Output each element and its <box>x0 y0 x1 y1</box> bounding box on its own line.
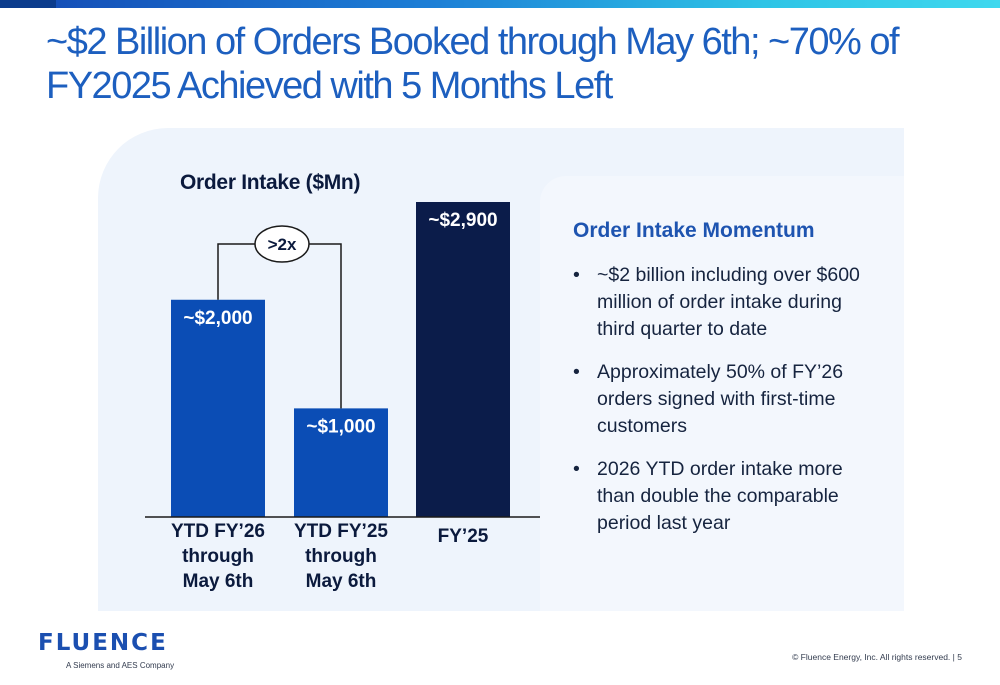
bar-1 <box>171 299 265 517</box>
bar-2 <box>294 408 388 517</box>
page-number: 5 <box>957 652 962 662</box>
comparison-annotation: >2x <box>268 235 297 254</box>
category-label-line: May 6th <box>305 571 377 592</box>
momentum-bullet-list: • ~$2 billion including over $600 million… <box>573 262 873 553</box>
category-label-line: FY’25 <box>437 526 489 547</box>
copyright-text: © Fluence Energy, Inc. All rights reserv… <box>792 652 951 662</box>
comparison-bracket-right <box>306 243 342 409</box>
category-label-line: YTD FY’25 <box>294 521 388 542</box>
comparison-bracket-left <box>217 243 258 300</box>
category-label: YTD FY’25 through May 6th <box>281 519 401 594</box>
category-label: FY’25 <box>403 524 523 549</box>
bullet-text: ~$2 billion including over $600 million … <box>597 264 860 340</box>
momentum-bullet: • 2026 YTD order intake more than double … <box>573 456 873 537</box>
top-accent-bar-dark <box>0 0 56 8</box>
footer-copyright: © Fluence Energy, Inc. All rights reserv… <box>792 652 962 662</box>
bar-value-label: ~$2,900 <box>428 210 497 231</box>
bullet-dot: • <box>573 361 580 383</box>
momentum-panel <box>540 176 904 611</box>
bar-value-label: ~$1,000 <box>306 416 375 437</box>
fluence-logo: FLUENCE <box>38 630 168 656</box>
category-label-line: YTD FY’26 <box>171 521 265 542</box>
slide-title: ~$2 Billion of Orders Booked through May… <box>46 21 900 107</box>
bar-3 <box>416 202 510 517</box>
bullet-dot: • <box>573 458 580 480</box>
logo-tagline: A Siemens and AES Company <box>66 661 175 670</box>
footer-separator: | <box>952 652 955 662</box>
chart-title: Order Intake ($Mn) <box>180 171 361 194</box>
category-label-line: May 6th <box>182 571 254 592</box>
comparison-oval <box>254 225 310 263</box>
top-accent-bar-gradient <box>56 0 1000 8</box>
bar-value-label: ~$2,000 <box>183 308 252 329</box>
bullet-text: Approximately 50% of FY’26 orders signed… <box>597 361 844 437</box>
momentum-bullet: • ~$2 billion including over $600 million… <box>573 262 873 343</box>
category-label-line: through <box>182 546 254 567</box>
momentum-bullet: • Approximately 50% of FY’26 orders signe… <box>573 359 873 440</box>
bullet-dot: • <box>573 264 580 286</box>
category-label: YTD FY’26 through May 6th <box>158 519 278 594</box>
bullet-text: 2026 YTD order intake more than double t… <box>597 458 843 534</box>
momentum-title: Order Intake Momentum <box>573 219 815 242</box>
category-label-line: through <box>305 546 377 567</box>
